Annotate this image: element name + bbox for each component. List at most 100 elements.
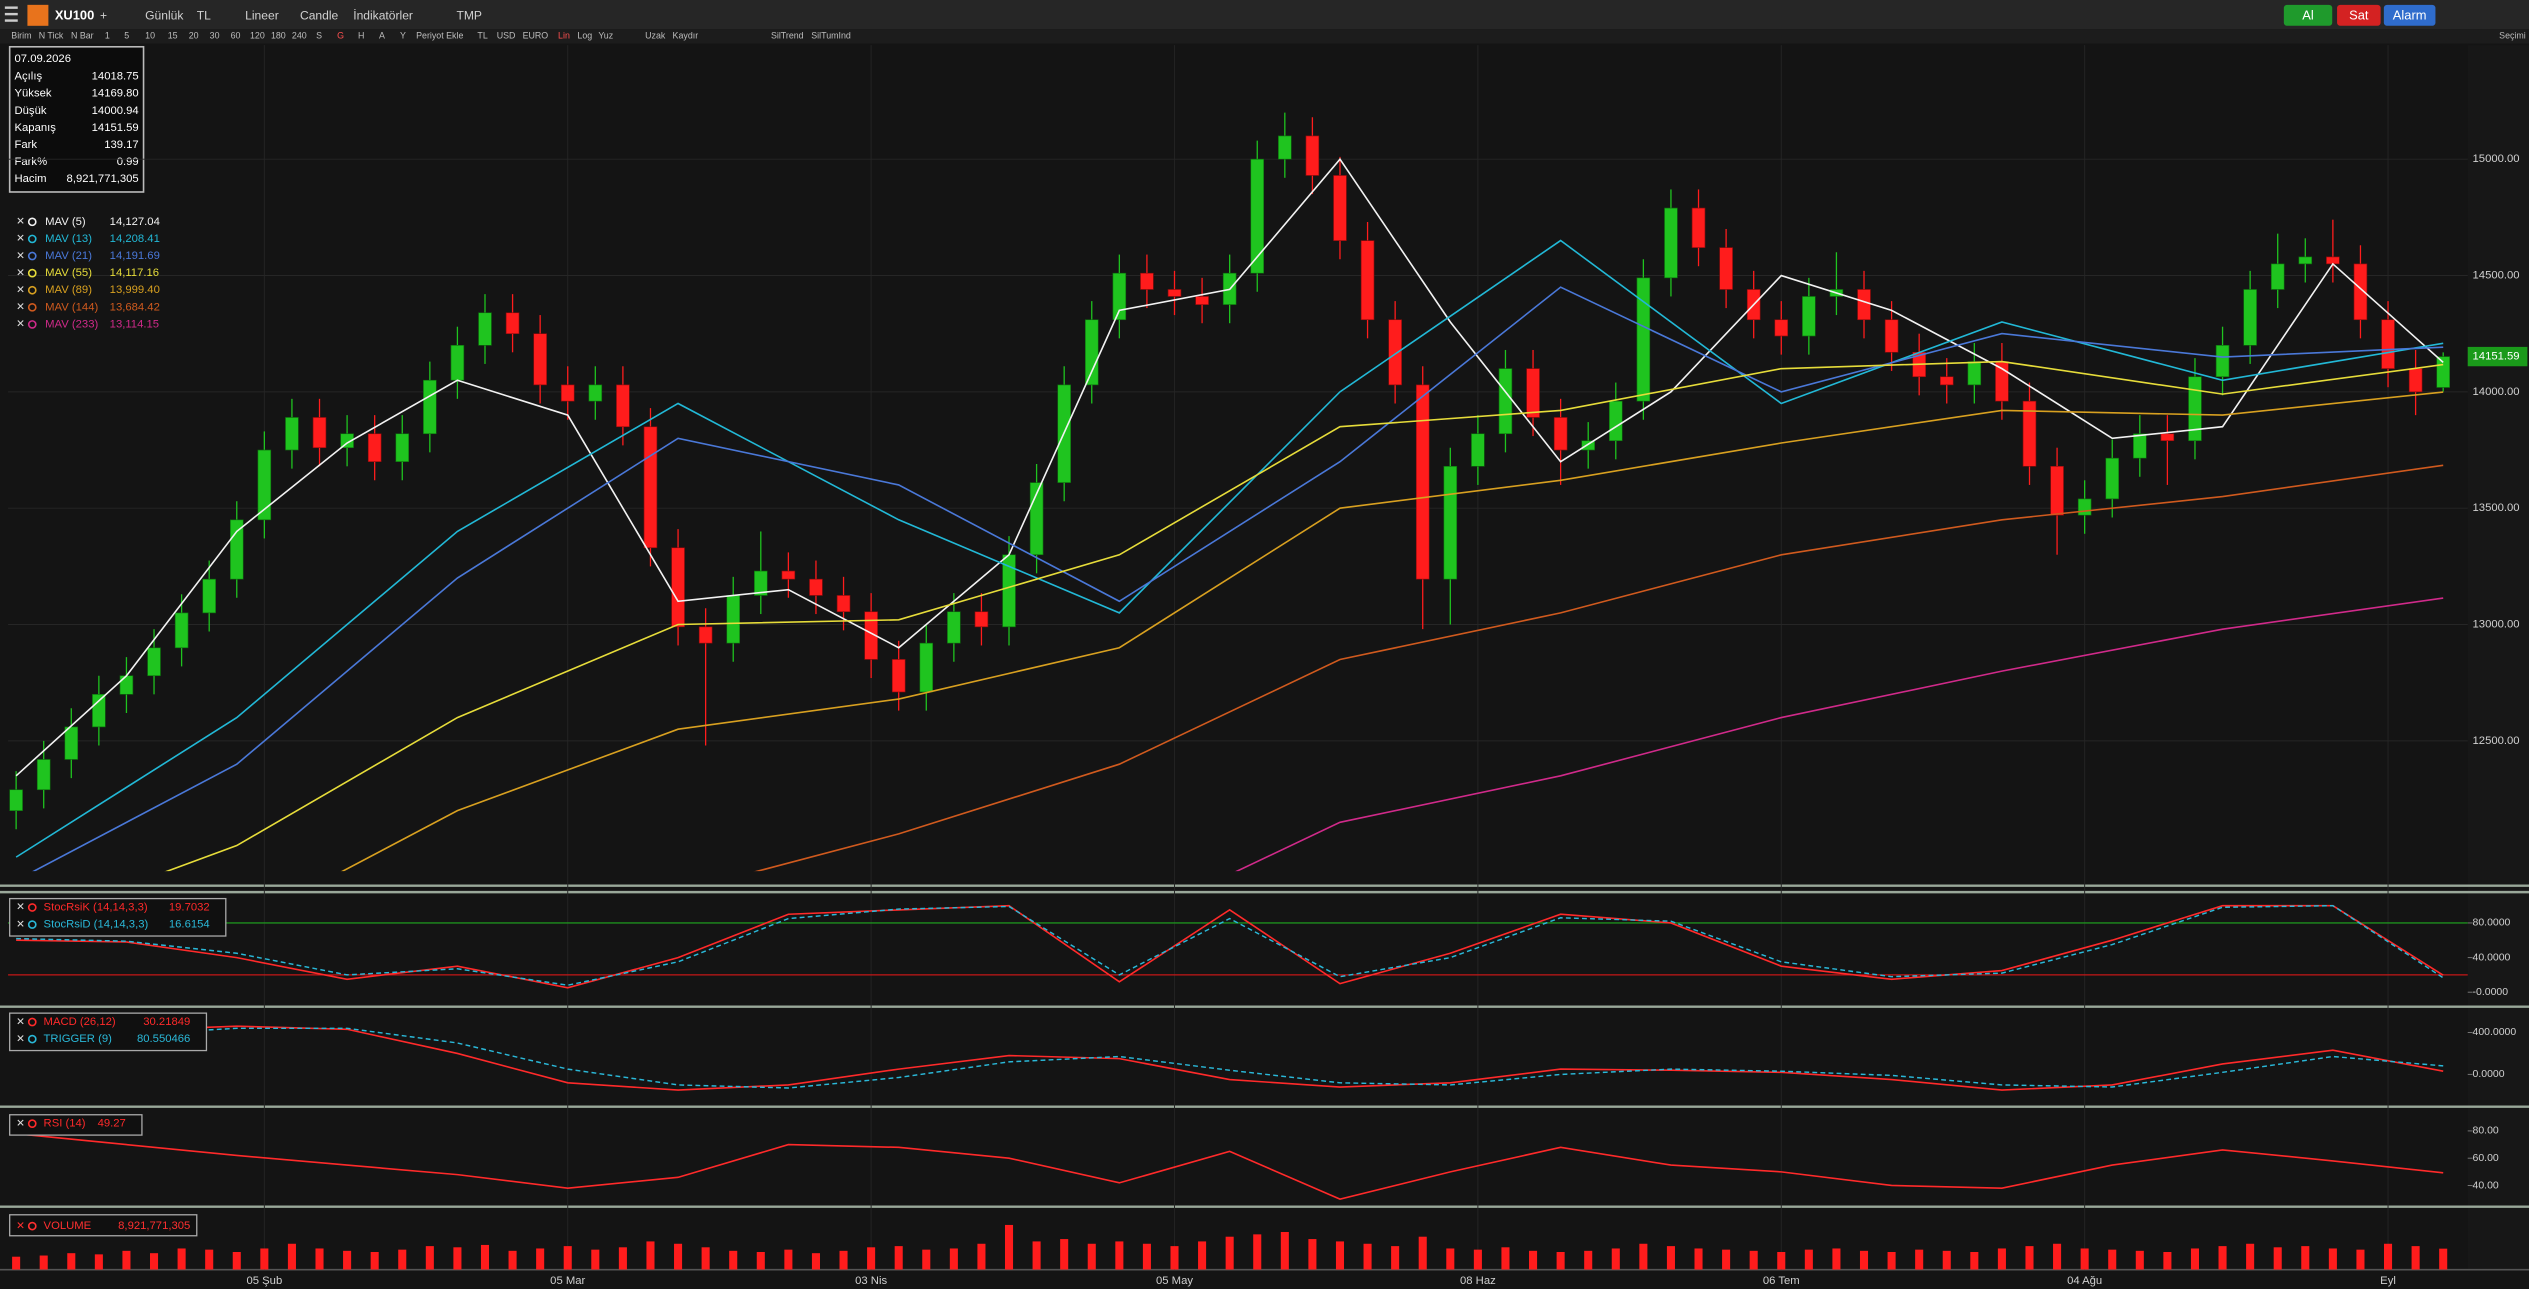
moving-average-line xyxy=(754,464,2444,872)
volume-bar xyxy=(756,1251,765,1270)
candle-body xyxy=(2436,356,2450,388)
timeframe-option[interactable]: 180 xyxy=(271,31,286,41)
legend-icon: ✕ xyxy=(16,217,25,228)
timeframe-option[interactable]: EURO xyxy=(523,31,549,41)
volume-bar xyxy=(398,1249,407,1270)
candle-body xyxy=(2077,498,2092,516)
timeframe-option[interactable]: N Bar xyxy=(71,31,94,41)
volume-bar xyxy=(784,1249,793,1270)
volume-bar xyxy=(1997,1248,2006,1270)
timeframe-option[interactable]: Birim xyxy=(11,31,31,41)
candle-body xyxy=(202,578,216,614)
order-button-label[interactable]: Alarm xyxy=(2393,8,2427,23)
moving-average-line xyxy=(15,157,2444,777)
toolbar-item: XU100 xyxy=(55,8,94,23)
volume-bar xyxy=(287,1243,296,1270)
volume-bar xyxy=(122,1250,131,1270)
volume-bar xyxy=(1970,1251,1979,1270)
volume-bar xyxy=(1887,1251,1896,1270)
timeframe-option[interactable]: 120 xyxy=(250,31,265,41)
date-label: 08 Haz xyxy=(1460,1275,1496,1287)
candle-body xyxy=(781,570,796,580)
order-button-label[interactable]: Al xyxy=(2302,8,2313,23)
candle-body xyxy=(36,759,51,791)
timeframe-option[interactable]: Kaydır xyxy=(673,31,699,41)
sell-button[interactable] xyxy=(2337,4,2381,26)
volume-bar xyxy=(591,1249,600,1270)
timeframe-option[interactable]: 240 xyxy=(292,31,307,41)
timeframe-option[interactable]: Lin xyxy=(558,31,570,41)
candle-body xyxy=(285,417,299,451)
timeframe-option[interactable]: N Tick xyxy=(39,31,64,41)
candle-body xyxy=(2243,289,2257,346)
candle-body xyxy=(257,449,272,521)
buy-button[interactable] xyxy=(2283,4,2333,26)
timeframe-option[interactable]: Uzak xyxy=(645,31,666,41)
timeframe-option[interactable]: S xyxy=(316,31,322,41)
candle-body xyxy=(588,384,603,402)
candle-body xyxy=(1443,465,1458,580)
legend-value: 8,921,771,305 xyxy=(118,1220,190,1232)
timeframe-option[interactable]: TL xyxy=(477,31,487,41)
legend-icon xyxy=(27,1221,37,1231)
volume-bar xyxy=(453,1247,462,1270)
volume-bar xyxy=(39,1255,48,1270)
timeframe-option[interactable]: SilTumInd xyxy=(811,31,851,41)
legend-icon: ✕ xyxy=(16,285,25,296)
timeframe-option[interactable]: 20 xyxy=(189,31,199,41)
timeframe-option[interactable]: SilTrend xyxy=(771,31,804,41)
y-tick-label: 80.00 xyxy=(2473,1126,2499,1137)
menu-icon[interactable] xyxy=(4,6,18,9)
volume-bar xyxy=(2025,1246,2034,1270)
timeframe-option[interactable]: 5 xyxy=(124,31,129,41)
timeframe-option[interactable]: 1 xyxy=(105,31,110,41)
legend-value: 49.27 xyxy=(98,1118,126,1130)
legend-entry: MAV (21) xyxy=(45,250,92,262)
timeframe-option[interactable]: Yuz xyxy=(598,31,613,41)
timeframe-option[interactable]: Y xyxy=(400,31,406,41)
timeframe-option[interactable]: 10 xyxy=(145,31,155,41)
legend-icon xyxy=(27,1017,37,1027)
candle-body xyxy=(1774,319,1789,337)
candle-body xyxy=(1278,135,1292,160)
volume-bar xyxy=(949,1248,958,1270)
candle-body xyxy=(1498,368,1513,435)
volume-bar xyxy=(2053,1243,2062,1270)
volume-bar xyxy=(2218,1246,2227,1270)
volume-bar xyxy=(646,1241,655,1270)
timeframe-option[interactable]: Log xyxy=(577,31,592,41)
y-tick-label: 13500.00 xyxy=(2473,502,2520,514)
legend-entry: TRIGGER (9) xyxy=(44,1033,113,1045)
logo xyxy=(27,4,49,26)
volume-bar xyxy=(2439,1248,2448,1270)
volume-bar xyxy=(2080,1248,2089,1270)
legend-icon xyxy=(27,234,37,244)
timeframe-option[interactable]: H xyxy=(358,31,364,41)
candle-body xyxy=(2298,256,2313,265)
volume-bar xyxy=(1004,1224,1014,1270)
candle-body xyxy=(809,578,823,596)
timeframe-option[interactable]: Periyot Ekle xyxy=(416,31,463,41)
timeframe-option[interactable]: USD xyxy=(497,31,516,41)
timeframe-option[interactable]: 30 xyxy=(210,31,220,41)
legend-icon: ✕ xyxy=(16,1034,25,1045)
timeframe-option[interactable]: 60 xyxy=(231,31,241,41)
info-value: 14000.94 xyxy=(92,105,139,117)
info-label: Açılış xyxy=(15,71,43,83)
candle-body xyxy=(616,384,630,428)
candle-body xyxy=(1609,400,1623,442)
menu-icon xyxy=(4,12,18,16)
volume-bar xyxy=(1694,1248,1703,1270)
timeframe-option[interactable]: G xyxy=(337,31,344,41)
alarm-button[interactable] xyxy=(2383,4,2436,26)
volume-bar xyxy=(1473,1249,1482,1270)
candle-body xyxy=(974,611,989,628)
timeframe-option[interactable]: 15 xyxy=(168,31,178,41)
candle-body xyxy=(947,611,961,644)
order-button-label[interactable]: Sat xyxy=(2349,8,2369,23)
volume-bar xyxy=(1584,1250,1593,1270)
timeframe-option[interactable]: A xyxy=(379,31,385,41)
legend-icon xyxy=(27,251,37,261)
